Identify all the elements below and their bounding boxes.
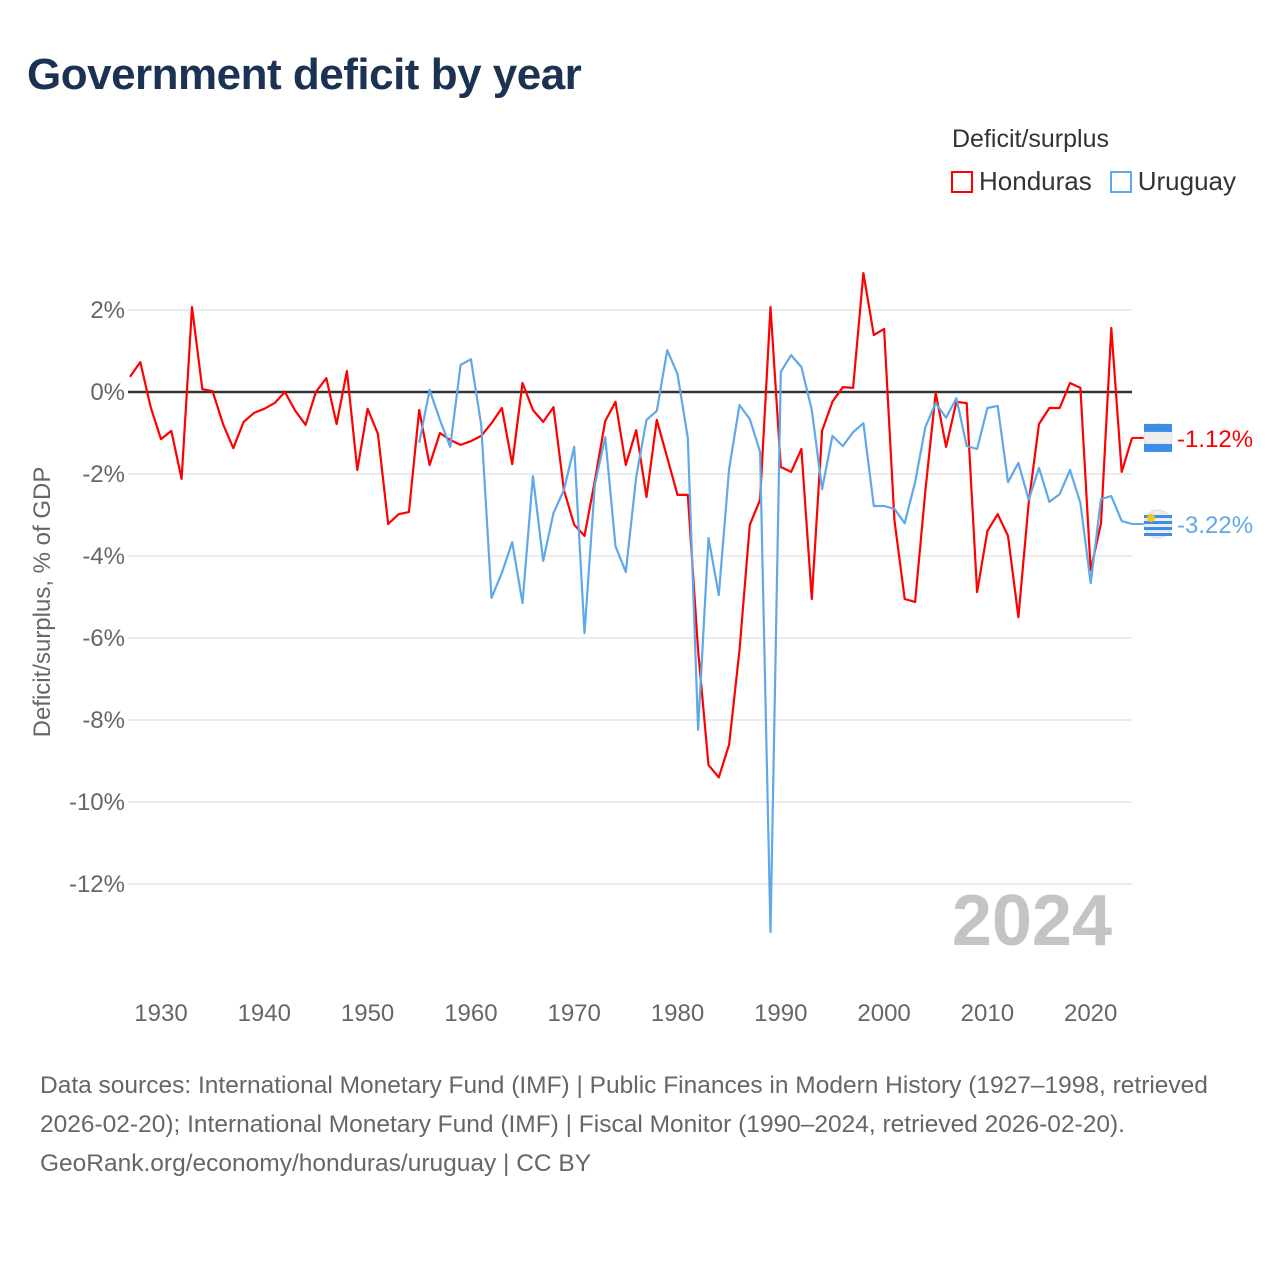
y-tick-label: -2% bbox=[82, 461, 125, 488]
page-title: Government deficit by year bbox=[27, 50, 582, 99]
x-tick-label: 1940 bbox=[238, 1000, 291, 1027]
x-tick-label: 1950 bbox=[341, 1000, 394, 1027]
series-line-uruguay bbox=[418, 349, 1133, 934]
x-tick-label: 2000 bbox=[857, 1000, 910, 1027]
x-tick-label: 1980 bbox=[651, 1000, 704, 1027]
x-tick-label: 2010 bbox=[961, 1000, 1014, 1027]
y-tick-label: 0% bbox=[90, 379, 125, 406]
y-tick-label: -12% bbox=[69, 871, 125, 898]
x-tick-label: 1960 bbox=[444, 1000, 497, 1027]
x-tick-label: 1930 bbox=[134, 1000, 187, 1027]
data-sources: Data sources: International Monetary Fun… bbox=[40, 1072, 1208, 1138]
flag-sun bbox=[1147, 514, 1155, 523]
credit: GeoRank.org/economy/honduras/uruguay | C… bbox=[40, 1150, 592, 1177]
legend-item-honduras[interactable]: Honduras bbox=[951, 166, 1092, 197]
end-value-label: -1.12% bbox=[1177, 426, 1253, 453]
x-tick-label: 1990 bbox=[754, 1000, 807, 1027]
flag-stripe bbox=[1144, 521, 1172, 525]
legend-label: Uruguay bbox=[1137, 166, 1237, 196]
series-line-honduras bbox=[129, 272, 1134, 779]
flag-stripe bbox=[1144, 515, 1172, 519]
flag-stripe bbox=[1144, 533, 1172, 537]
end-value-label: -3.22% bbox=[1177, 512, 1253, 539]
y-tick-label: -10% bbox=[69, 789, 125, 816]
y-tick-label: -4% bbox=[82, 543, 125, 570]
y-tick-label: 2% bbox=[90, 297, 125, 324]
flag-stripe bbox=[1144, 423, 1172, 432]
x-tick-label: 2020 bbox=[1064, 1000, 1117, 1027]
legend-swatch-honduras bbox=[951, 170, 973, 193]
year-watermark: 2024 bbox=[952, 881, 1112, 961]
legend: Honduras Uruguay bbox=[951, 166, 1236, 197]
flag-stripe bbox=[1144, 443, 1172, 452]
x-tick-label: 1970 bbox=[547, 1000, 600, 1027]
legend-label: Honduras bbox=[979, 166, 1092, 196]
footer: Data sources: International Monetary Fun… bbox=[40, 1066, 1240, 1183]
y-axis-label: Deficit/surplus, % of GDP bbox=[29, 467, 56, 738]
legend-item-uruguay[interactable]: Uruguay bbox=[1109, 166, 1237, 197]
legend-swatch-uruguay bbox=[1109, 170, 1132, 193]
y-tick-label: -8% bbox=[82, 707, 125, 734]
legend-title: Deficit/surplus bbox=[952, 125, 1109, 153]
flag-stripe bbox=[1144, 527, 1172, 531]
y-tick-label: -6% bbox=[82, 625, 125, 652]
